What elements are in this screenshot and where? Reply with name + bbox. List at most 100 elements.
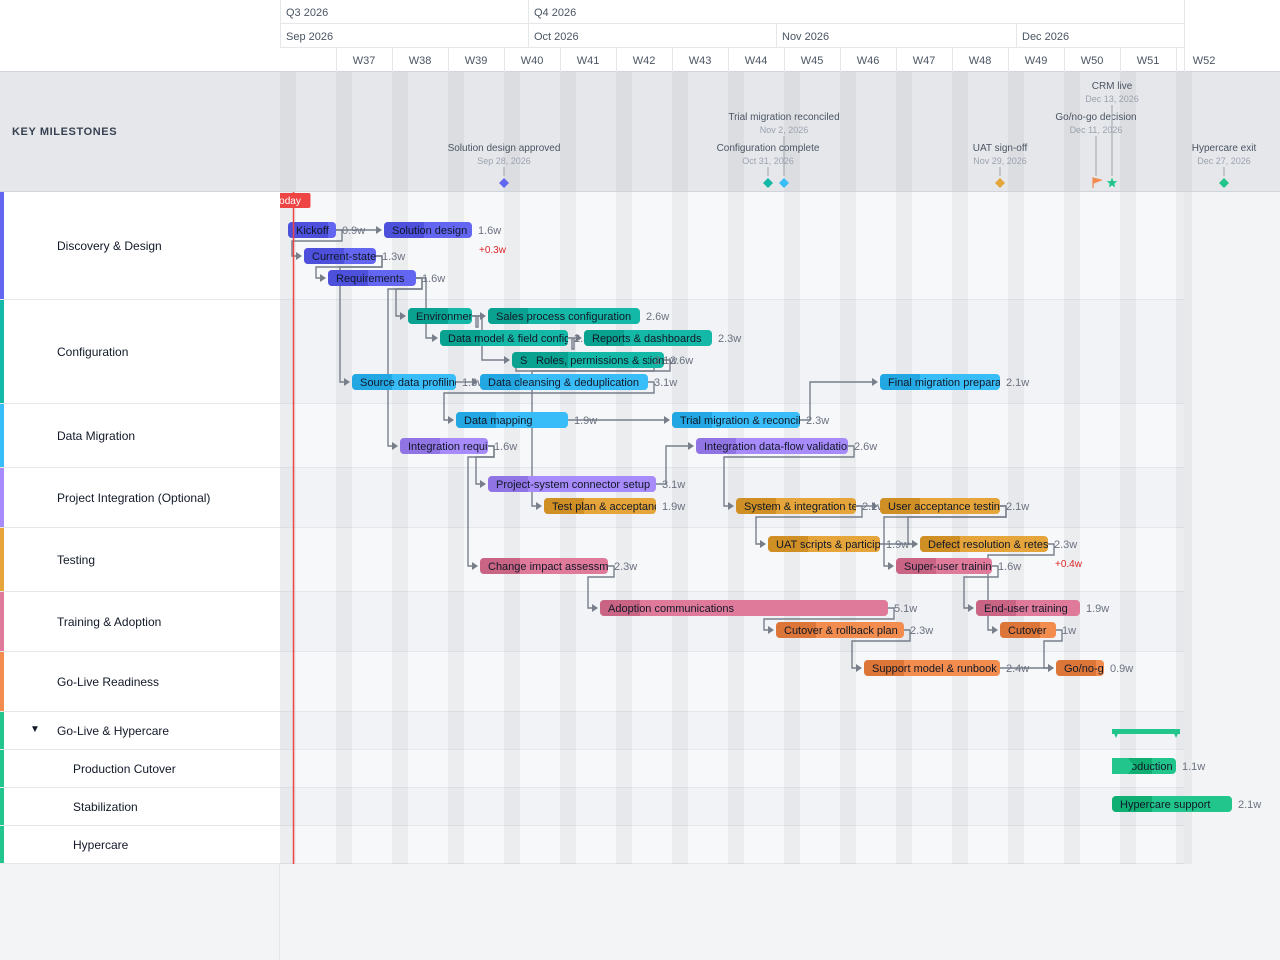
task-duration: 2.3w xyxy=(806,415,829,427)
group-row[interactable]: Project Integration (Optional) xyxy=(0,468,280,528)
task-duration: 2.6w xyxy=(670,355,693,367)
week-label: W41 xyxy=(577,55,600,67)
task-bar[interactable]: Data model & field config2.3w xyxy=(440,330,597,346)
group-label: Training & Adoption xyxy=(57,615,162,629)
task-bar[interactable]: Kickoff 0.9w xyxy=(288,222,365,238)
milestone-marker[interactable]: Solution design approved Sep 28, 2026 xyxy=(448,143,561,188)
task-bar[interactable]: Project-system connector setup 3.1w xyxy=(488,476,685,492)
gantt-chart: Q3 2026 Q4 2026 Sep 2026 Oct 2026 Nov 2026 De… xyxy=(280,0,1280,960)
task-duration: 2.6w xyxy=(646,311,669,323)
task-progress-fill xyxy=(456,412,496,428)
task-bar[interactable]: Support model & runbook 2.4w xyxy=(864,660,1029,676)
week-label: W46 xyxy=(857,55,880,67)
group-row[interactable]: Go-Live Readiness xyxy=(0,652,280,712)
milestone-marker[interactable]: CRM live Dec 13, 2026 xyxy=(1085,81,1139,188)
task-progress-fill xyxy=(544,498,584,514)
group-row[interactable]: ▼ Go-Live & Hypercare xyxy=(0,712,280,750)
group-band-bg xyxy=(280,468,1184,528)
task-bar[interactable]: End-user training 1.9w xyxy=(976,600,1109,616)
milestone-marker[interactable]: Go/no-go decision Dec 11, 2026 xyxy=(1055,112,1137,188)
summary-bar-fill xyxy=(1112,729,1180,734)
task-duration: 2.3w xyxy=(910,625,933,637)
milestone-marker[interactable]: UAT sign-off Nov 29, 2026 xyxy=(973,143,1028,188)
group-row[interactable]: Discovery & Design xyxy=(0,192,280,300)
task-bar[interactable]: Integration data-flow validation 2.6w xyxy=(696,438,877,454)
task-bar[interactable]: Go/no-go 0.9w xyxy=(1056,660,1133,676)
group-color-bar xyxy=(0,826,4,863)
task-bar[interactable]: User acceptance testing 2.1w xyxy=(880,498,1029,514)
group-band-bg xyxy=(280,712,1184,750)
task-bar[interactable]: Super-user training 1.6w xyxy=(896,558,1021,574)
task-label: System & integration testing xyxy=(744,501,881,513)
task-duration: 1.3w xyxy=(382,251,405,263)
task-bar[interactable]: Source data profiling 1.3w xyxy=(352,374,485,390)
cutover-phase-marker[interactable] xyxy=(1112,758,1134,774)
weekend-stripe xyxy=(952,72,968,864)
empty-area xyxy=(280,864,1280,960)
task-bar[interactable]: Reports & dashboards 2.3w xyxy=(584,330,741,346)
task-label: Test plan & acceptance xyxy=(552,501,666,513)
task-duration: 1.9w xyxy=(574,415,597,427)
task-bar[interactable]: Data mapping 1.9w xyxy=(456,412,597,428)
group-band-bg xyxy=(280,750,1184,788)
group-row[interactable]: Hypercare xyxy=(0,826,280,864)
group-color-bar xyxy=(0,712,4,749)
weekend-stripe xyxy=(784,72,800,864)
task-label: Cutover xyxy=(1008,625,1047,637)
task-duration: 2.3w xyxy=(614,561,637,573)
task-label: Change impact assessment xyxy=(488,561,624,573)
star-icon xyxy=(1106,177,1118,188)
task-label: Data mapping xyxy=(464,415,533,427)
task-bar[interactable]: Adoption communications 5.1w xyxy=(600,600,917,616)
task-duration: 1.3w xyxy=(462,377,485,389)
task-duration: 1.6w xyxy=(422,273,445,285)
month-label: Sep 2026 xyxy=(286,31,333,43)
dependency-arrow-icon xyxy=(872,378,878,386)
group-row[interactable]: Stabilization xyxy=(0,788,280,826)
task-bar[interactable]: Hypercare support 2.1w xyxy=(1112,796,1261,812)
group-row[interactable]: Production Cutover xyxy=(0,750,280,788)
task-label: Data cleansing & deduplication xyxy=(488,377,639,389)
group-band-bg xyxy=(280,788,1184,826)
dependency-arrow-icon xyxy=(856,664,862,672)
task-progress-fill xyxy=(696,438,736,454)
task-bar[interactable]: Sales process configuration 2.6w xyxy=(488,308,669,324)
group-color-bar xyxy=(0,750,4,787)
month-label: Nov 2026 xyxy=(782,31,829,43)
group-row[interactable]: Training & Adoption xyxy=(0,592,280,652)
milestone-label: Go/no-go decision xyxy=(1055,112,1136,123)
task-label: Hypercare support xyxy=(1120,799,1211,811)
week-label: W49 xyxy=(1025,55,1048,67)
task-bar[interactable]: Cutover & rollback plan 2.3w xyxy=(776,622,933,638)
milestone-marker[interactable]: Trial migration reconciled Nov 2, 2026 xyxy=(728,112,840,188)
task-bar[interactable]: Solution design 1.6w +0.3w xyxy=(384,222,507,256)
task-bar[interactable]: Defect resolution & retest 2.3w +0.4w xyxy=(920,536,1083,570)
dependency-arrow-icon xyxy=(472,378,478,386)
task-bar[interactable]: Requirements 1.6w xyxy=(328,270,445,286)
task-bar[interactable]: Environment xyxy=(408,308,478,324)
dependency-arrow-icon xyxy=(344,378,350,386)
task-duration: 1.6w xyxy=(998,561,1021,573)
phase-summary-bar[interactable] xyxy=(1112,729,1180,738)
task-label: Adoption communications xyxy=(608,603,734,615)
group-row[interactable]: Testing xyxy=(0,528,280,592)
task-bar[interactable]: Data cleansing & deduplication 3.1w xyxy=(480,374,677,390)
dependency-arrow-icon xyxy=(760,540,766,548)
group-row[interactable]: Configuration xyxy=(0,300,280,404)
milestone-marker[interactable]: Configuration complete Oct 31, 2026 xyxy=(717,143,820,188)
group-label: Hypercare xyxy=(73,838,129,852)
group-row[interactable]: Data Migration xyxy=(0,404,280,468)
collapse-caret-icon[interactable]: ▼ xyxy=(30,724,40,735)
milestone-marker[interactable]: Hypercare exit Dec 27, 2026 xyxy=(1192,143,1257,188)
task-bar[interactable]: Cutover 1w xyxy=(1000,622,1076,638)
task-bar[interactable]: Current-state 1.3w xyxy=(304,248,405,264)
dependency-arrow-icon xyxy=(1048,664,1054,672)
